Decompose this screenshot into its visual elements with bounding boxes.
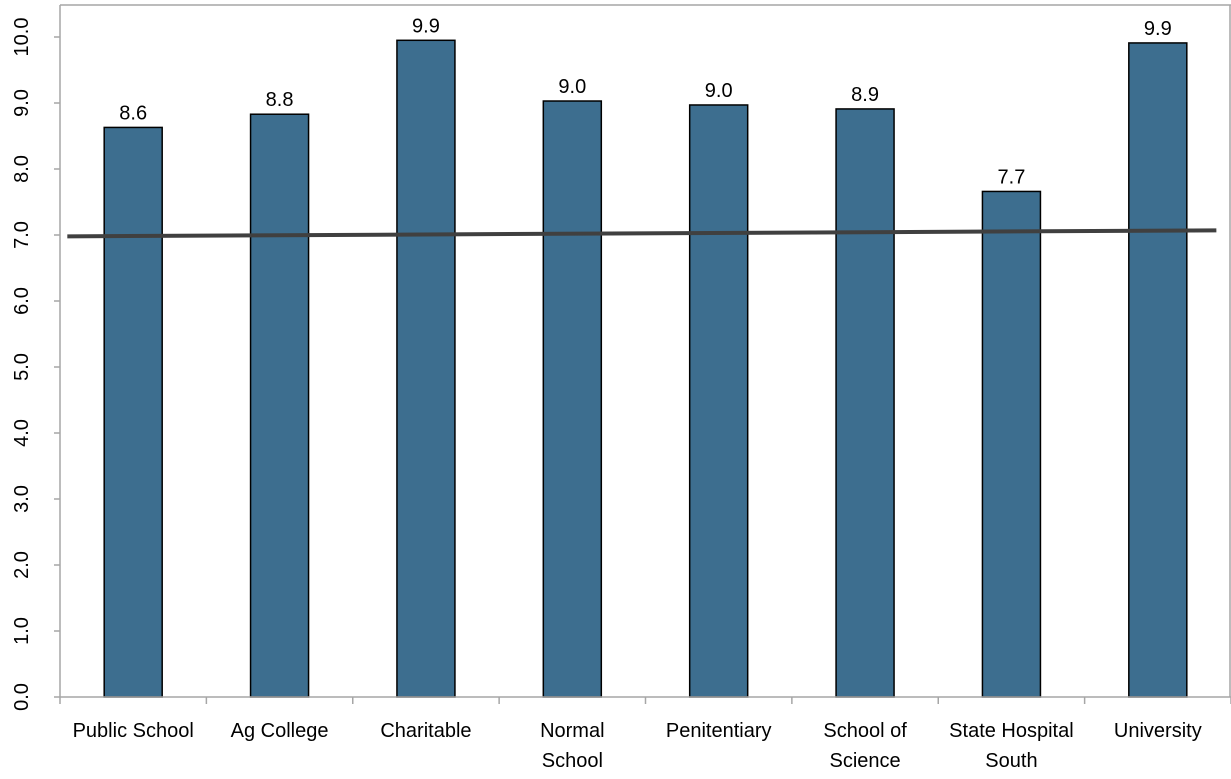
data-label: 9.0 xyxy=(705,80,733,102)
category-label: University xyxy=(1114,720,1202,742)
bar xyxy=(249,113,310,698)
category-label-line: University xyxy=(1114,720,1202,742)
axes xyxy=(54,4,1231,704)
bars xyxy=(103,39,1188,698)
y-tick-label: 7.0 xyxy=(11,221,33,249)
category-label-line: School of xyxy=(823,720,907,742)
data-label: 8.6 xyxy=(119,102,147,124)
data-label: 7.7 xyxy=(998,166,1026,188)
category-label: School of Science xyxy=(823,720,907,772)
y-tick-label: 6.0 xyxy=(11,287,33,315)
y-tick-label: 2.0 xyxy=(11,551,33,579)
category-label-line: Penitentiary xyxy=(666,720,772,742)
category-label-line: School xyxy=(542,750,603,772)
x-axis-labels: Public School Ag College Charitable Normal S… xyxy=(73,720,1202,772)
category-label-line: Ag College xyxy=(231,720,329,742)
category-label: Ag College xyxy=(231,720,329,742)
y-tick-label: 3.0 xyxy=(11,485,33,513)
y-tick-label: 9.0 xyxy=(11,89,33,117)
data-label: 9.9 xyxy=(412,15,440,37)
y-tick-label: 8.0 xyxy=(11,155,33,183)
category-label-line: Normal xyxy=(540,720,604,742)
data-label: 9.9 xyxy=(1144,18,1172,40)
category-label: State Hospital South xyxy=(949,720,1074,772)
data-label: 8.8 xyxy=(266,89,294,111)
bar xyxy=(835,108,895,698)
bar xyxy=(1128,42,1188,698)
category-label: Normal School xyxy=(540,720,604,772)
category-label: Public School xyxy=(73,720,194,742)
data-labels: 8.6 8.8 9.9 9.0 9.0 8.9 7.7 9.9 xyxy=(119,15,1171,188)
y-tick-label: 1.0 xyxy=(11,617,33,645)
category-label: Penitentiary xyxy=(666,720,772,742)
trendline xyxy=(67,228,1217,239)
y-tick-label: 10.0 xyxy=(11,18,33,57)
category-label-line: Public School xyxy=(73,720,194,742)
bar xyxy=(688,104,749,698)
y-tick-label: 5.0 xyxy=(11,353,33,381)
data-label: 9.0 xyxy=(558,76,586,98)
category-label-line: Charitable xyxy=(380,720,471,742)
bar xyxy=(396,39,456,698)
bar xyxy=(981,190,1042,698)
y-tick-label: 4.0 xyxy=(11,419,33,447)
y-axis-ticks: 0.0 1.0 2.0 3.0 4.0 5.0 6.0 7.0 8.0 9.0 10.0 xyxy=(11,18,33,711)
data-label: 8.9 xyxy=(851,84,879,106)
category-label-line: South xyxy=(985,750,1037,772)
category-label-line: State Hospital xyxy=(949,720,1074,742)
bar xyxy=(542,100,603,698)
bar xyxy=(103,126,163,698)
category-label-line: Science xyxy=(829,750,900,772)
category-label: Charitable xyxy=(380,720,471,742)
y-tick-label: 0.0 xyxy=(11,683,33,711)
trendline-group xyxy=(67,228,1217,239)
